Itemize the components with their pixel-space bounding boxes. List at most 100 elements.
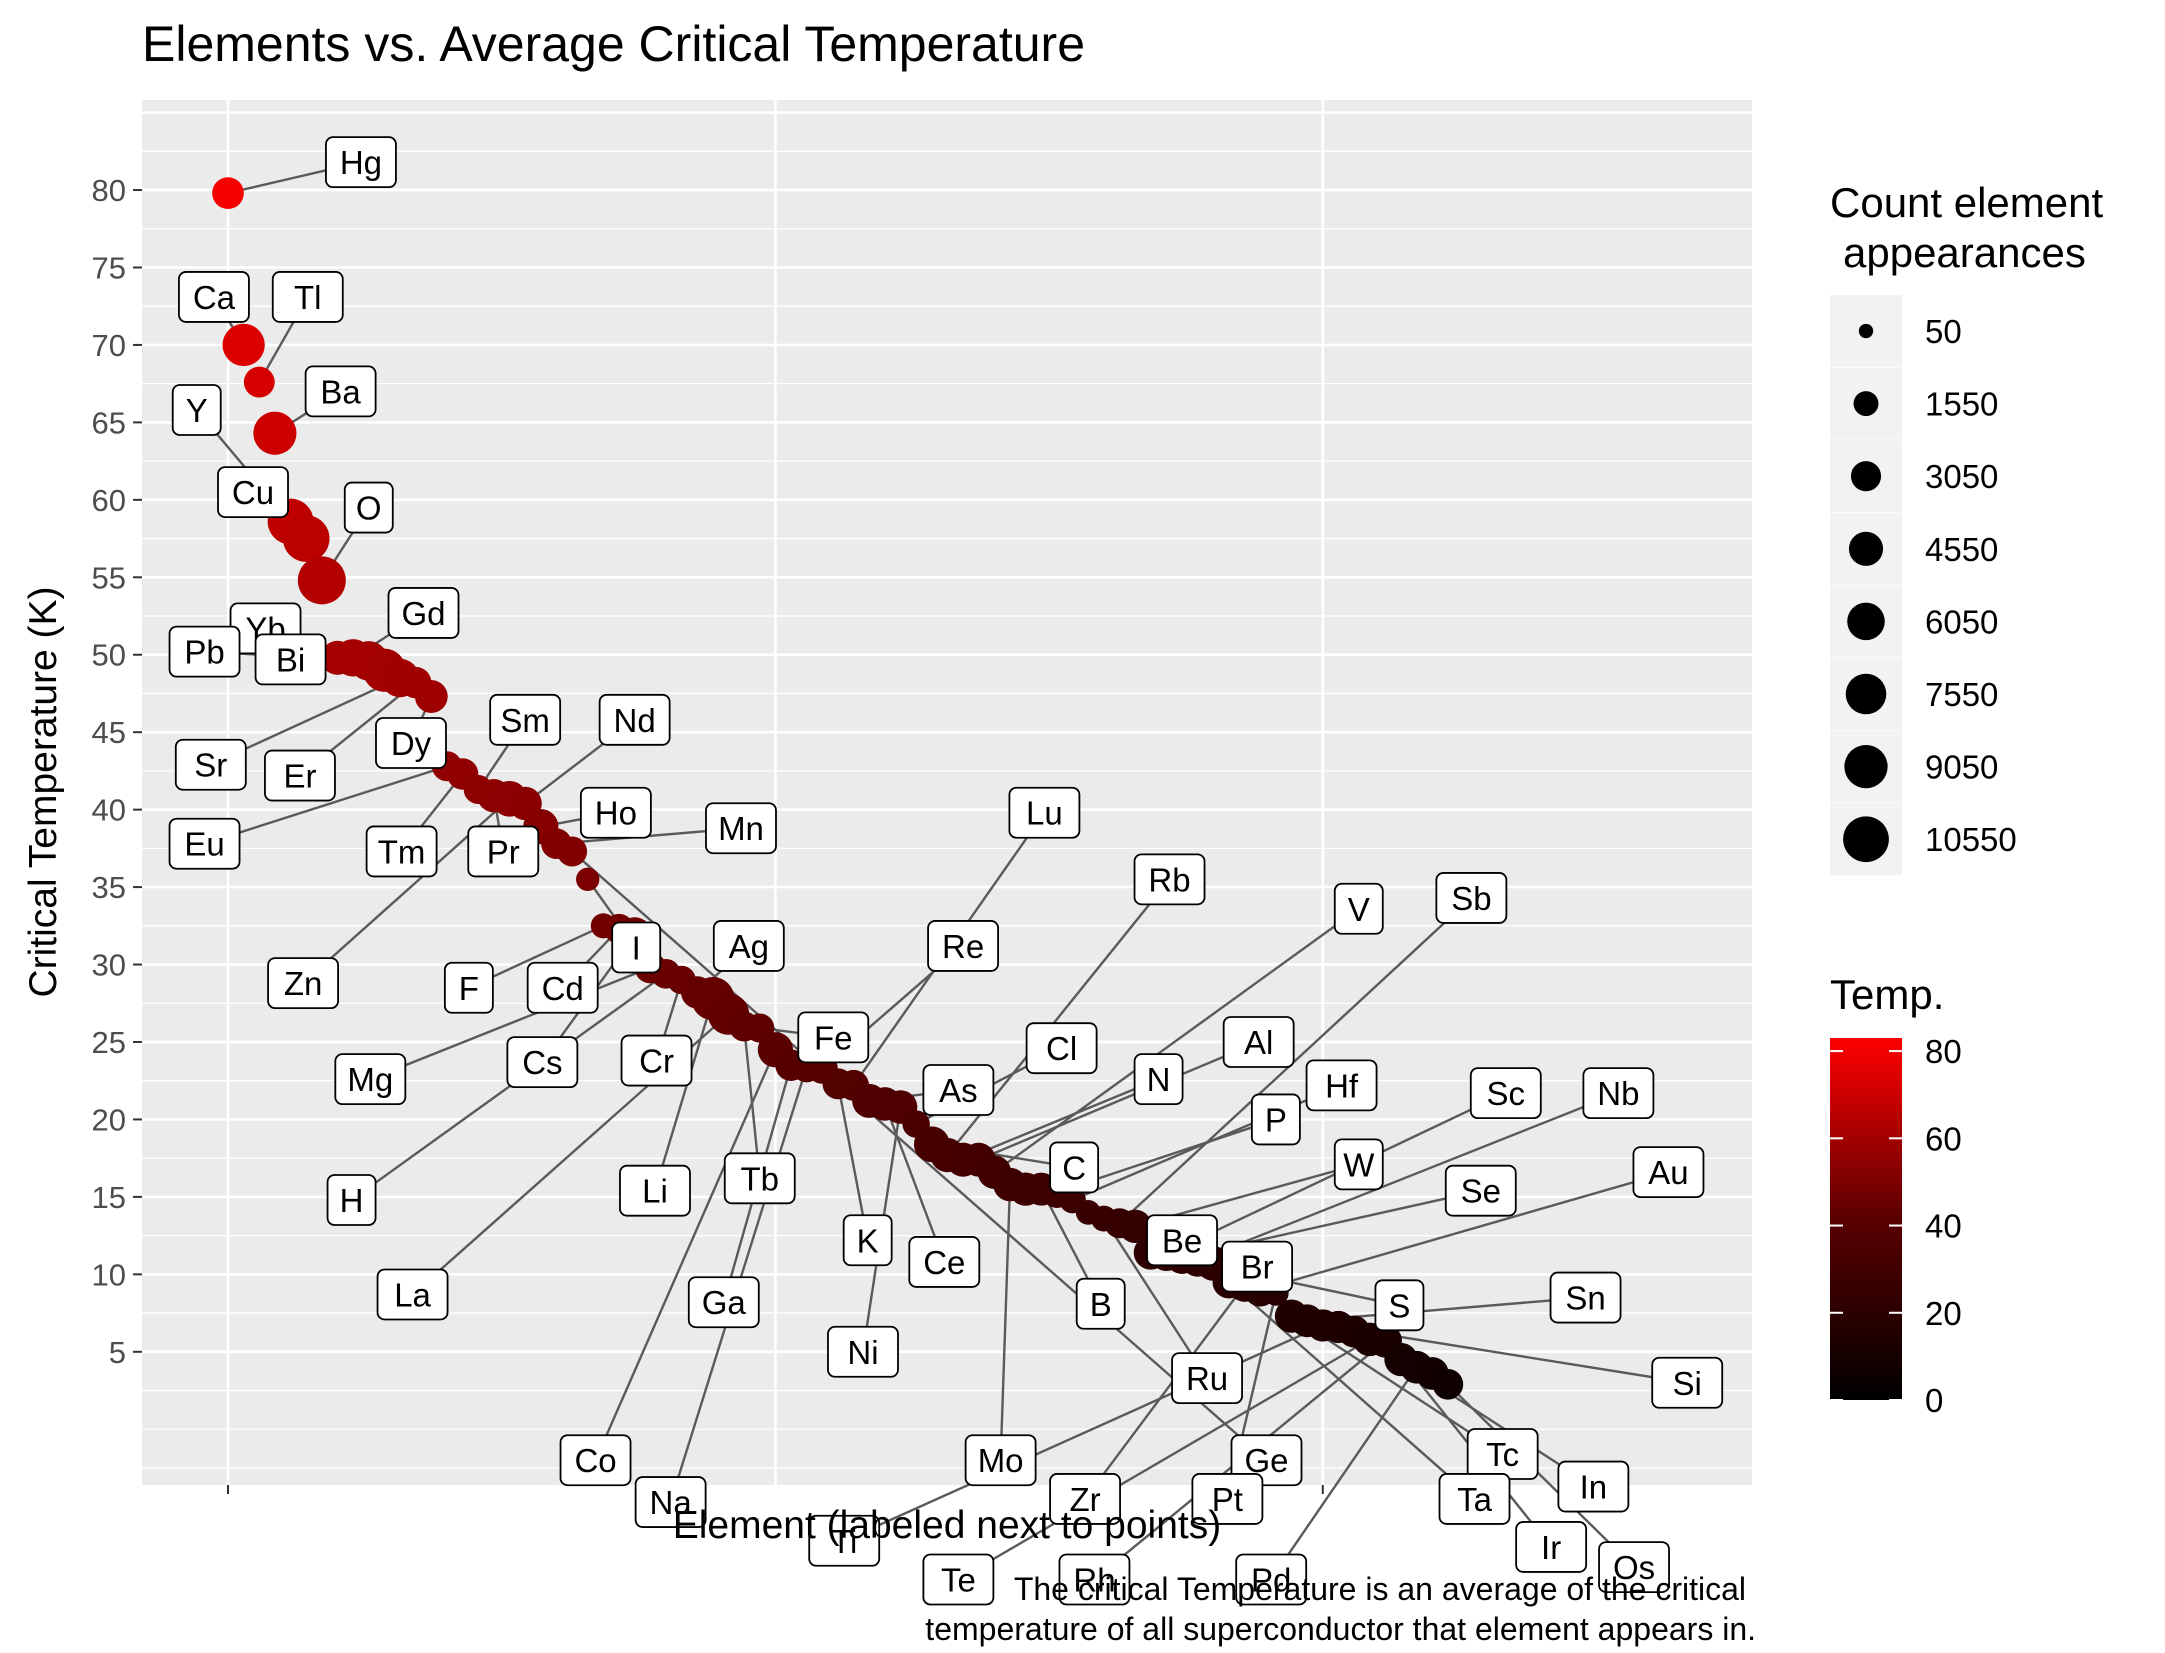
label-text-se: Se (1461, 1173, 1501, 1210)
label-box-ta (1438, 1473, 1511, 1525)
label-box-h (326, 1174, 377, 1226)
label-arrow-n (962, 1078, 1160, 1161)
label-box-au (1632, 1146, 1705, 1199)
size-legend-dot (1850, 461, 1882, 492)
color-legend-label: 60 (1925, 1120, 1962, 1157)
label-arrow-nb (1197, 1091, 1619, 1262)
label-text-rb: Rb (1148, 861, 1190, 898)
label-box-ru (1171, 1352, 1243, 1405)
label-arrow-sb (1118, 897, 1473, 1225)
label-text-as: As (939, 1072, 978, 1109)
label-box-se (1444, 1164, 1517, 1217)
label-box-sr (174, 738, 247, 791)
label-box-ag (712, 920, 785, 972)
label-box-zn (267, 957, 339, 1010)
y-axis-title: Critical Temperature (K) (22, 586, 65, 997)
label-arrow-au (1259, 1170, 1669, 1291)
label-box-o (343, 481, 394, 534)
label-box-tb (723, 1152, 796, 1205)
size-legend-dot (1853, 391, 1879, 417)
label-box-v (1333, 882, 1384, 935)
label-box-sn (1549, 1271, 1622, 1324)
color-legend-label: 80 (1925, 1033, 1962, 1070)
label-text-pb: Pb (184, 634, 224, 671)
label-text-h: H (340, 1182, 364, 1219)
label-box-os (1598, 1541, 1670, 1593)
y-tick-label: 20 (92, 1102, 126, 1137)
label-text-be: Be (1162, 1222, 1202, 1259)
size-legend-dot (1847, 602, 1885, 641)
label-box-pt (1191, 1473, 1264, 1525)
label-text-cs: Cs (522, 1044, 562, 1081)
data-point-hg (212, 177, 244, 209)
label-text-sc: Sc (1487, 1075, 1526, 1112)
label-box-s (1374, 1279, 1425, 1332)
label-text-tl: Tl (294, 279, 322, 316)
label-box-ir (1515, 1521, 1588, 1573)
size-legend-label: 1550 (1925, 386, 1998, 423)
label-box-rb (1133, 853, 1206, 906)
label-box-bi (254, 633, 327, 686)
label-box-co (559, 1434, 632, 1487)
label-text-tm: Tm (378, 833, 426, 870)
label-box-p (1250, 1093, 1301, 1146)
y-tick-label: 40 (92, 793, 126, 828)
label-box-cl (1025, 1022, 1098, 1075)
label-box-ba (304, 365, 377, 418)
label-text-cd: Cd (542, 970, 584, 1007)
label-text-nb: Nb (1597, 1075, 1639, 1112)
size-legend-dot (1848, 531, 1884, 566)
label-text-nd: Nd (614, 702, 656, 739)
label-box-nb (1582, 1067, 1655, 1120)
label-box-cu (217, 466, 289, 518)
label-text-ce: Ce (923, 1244, 965, 1281)
label-box-ce (908, 1236, 981, 1288)
label-box-f (443, 961, 494, 1014)
label-box-tl (271, 271, 344, 323)
data-point-tl (243, 366, 275, 398)
label-text-cl: Cl (1046, 1030, 1077, 1067)
label-text-v: V (1348, 891, 1370, 928)
label-box-as (922, 1064, 995, 1116)
label-box-hf (1305, 1059, 1378, 1112)
label-box-n (1133, 1053, 1184, 1106)
label-text-br: Br (1241, 1249, 1274, 1286)
label-text-pt: Pt (1212, 1481, 1243, 1518)
label-text-ta: Ta (1457, 1481, 1493, 1518)
data-point-ba (253, 411, 297, 455)
label-text-cu: Cu (232, 474, 274, 511)
label-box-te (922, 1553, 995, 1606)
label-text-lu: Lu (1026, 795, 1063, 832)
label-arrow-h (350, 972, 667, 1201)
data-point-ge (557, 836, 588, 867)
label-arrow-mg (369, 966, 651, 1081)
label-text-y: Y (186, 392, 208, 429)
size-legend-label: 4550 (1925, 531, 1998, 568)
label-text-ti: Ti (831, 1523, 857, 1560)
label-text-bi: Bi (276, 641, 305, 678)
size-legend-label: 50 (1925, 313, 1962, 350)
label-text-sn: Sn (1565, 1280, 1605, 1317)
label-box-dy (375, 717, 447, 769)
label-text-ru: Ru (1186, 1360, 1228, 1397)
label-text-pr: Pr (487, 833, 520, 870)
label-text-pd: Pd (1251, 1561, 1291, 1598)
color-legend: Temp. 0 20 40 60 80 (1830, 971, 1962, 1419)
label-box-re (927, 920, 999, 972)
label-box-na (634, 1476, 707, 1528)
label-text-sb: Sb (1451, 880, 1491, 917)
y-tick-label: 60 (92, 483, 126, 518)
label-arrow-os (1447, 1383, 1635, 1568)
label-box-fe (797, 1011, 870, 1064)
size-legend-dot (1858, 323, 1874, 339)
y-tick-label: 30 (92, 948, 126, 983)
label-box-cd (526, 961, 599, 1014)
label-box-sb (1435, 872, 1508, 924)
size-legend-title-1: Count element (1830, 179, 2103, 226)
label-text-co: Co (574, 1442, 616, 1479)
label-arrow-eu (204, 765, 448, 845)
label-box-ni (827, 1325, 899, 1378)
label-text-zr: Zr (1069, 1481, 1100, 1518)
y-tick-label: 65 (92, 405, 126, 440)
label-box-br (1221, 1240, 1294, 1293)
